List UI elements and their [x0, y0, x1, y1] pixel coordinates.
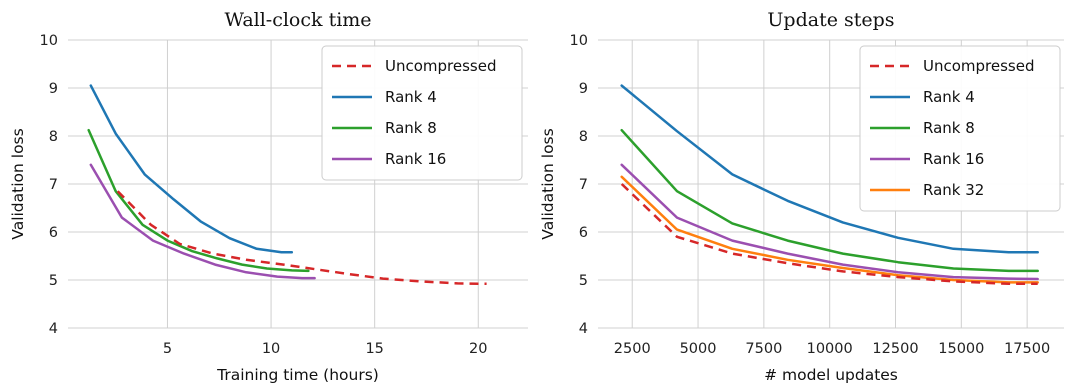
x-tick-label: 17500	[1004, 341, 1050, 357]
x-tick-label: 5000	[680, 341, 717, 357]
y-tick-label: 9	[49, 81, 58, 97]
y-tick-label: 4	[49, 321, 58, 337]
series-line-rank-4	[620, 84, 1039, 254]
series-line-rank-16	[89, 163, 316, 280]
y-tick-label: 6	[579, 225, 588, 241]
y-tick-label: 9	[579, 81, 588, 97]
series-line-rank-4	[89, 84, 294, 254]
y-tick-label: 5	[49, 273, 58, 289]
y-tick-label: 6	[49, 225, 58, 241]
y-tick-label: 8	[49, 129, 58, 145]
y-axis-label: Validation loss	[539, 128, 557, 239]
y-tick-label: 10	[40, 33, 58, 49]
series-line-rank-32	[620, 175, 1039, 284]
legend-label: Rank 4	[385, 88, 437, 106]
x-tick-label: 2500	[614, 341, 651, 357]
legend-box	[321, 45, 523, 181]
legend-label: Rank 16	[385, 150, 446, 168]
series-line-uncompressed	[116, 190, 487, 286]
legend-label: Uncompressed	[385, 57, 497, 75]
x-tick-label: 5	[163, 341, 172, 357]
legend-label: Rank 8	[923, 119, 975, 137]
legend-label: Rank 32	[923, 181, 984, 199]
y-tick-label: 7	[579, 177, 588, 193]
series-line-rank-16	[620, 163, 1039, 281]
x-tick-label: 10	[262, 341, 280, 357]
x-tick-label: 7500	[745, 341, 782, 357]
series-line-rank-8	[87, 128, 310, 273]
y-axis-label: Validation loss	[9, 128, 27, 239]
legend-label: Rank 16	[923, 150, 984, 168]
legend-label: Uncompressed	[923, 57, 1035, 75]
series-line-uncompressed	[620, 183, 1038, 286]
x-tick-label: 12500	[872, 341, 918, 357]
chart-title: Update steps	[767, 9, 894, 31]
update-steps-panel: 4 5 6 7 8 9 10 2500 5000 7500 10000 12500 15000 17500…	[539, 9, 1064, 384]
y-tick-label: 7	[49, 177, 58, 193]
wall-clock-panel: 4 5 6 7 8 9 10 5 10 15 20 Wall-clock time Training t…	[9, 9, 528, 384]
x-tick-label: 20	[469, 341, 487, 357]
y-tick-label: 8	[579, 129, 588, 145]
x-tick-label: 10000	[807, 341, 853, 357]
chart-title: Wall-clock time	[224, 9, 371, 31]
legend-label: Rank 4	[923, 88, 975, 106]
x-axis-label: Training time (hours)	[216, 366, 379, 384]
y-tick-label: 4	[579, 321, 588, 337]
x-tick-label: 15000	[938, 341, 984, 357]
y-tick-label: 10	[570, 33, 588, 49]
y-tick-label: 5	[579, 273, 588, 289]
legend-label: Rank 8	[385, 119, 437, 137]
legend-box	[859, 45, 1061, 212]
series-line-rank-8	[620, 128, 1039, 273]
x-tick-label: 15	[365, 341, 383, 357]
x-axis-label: # model updates	[764, 366, 898, 384]
